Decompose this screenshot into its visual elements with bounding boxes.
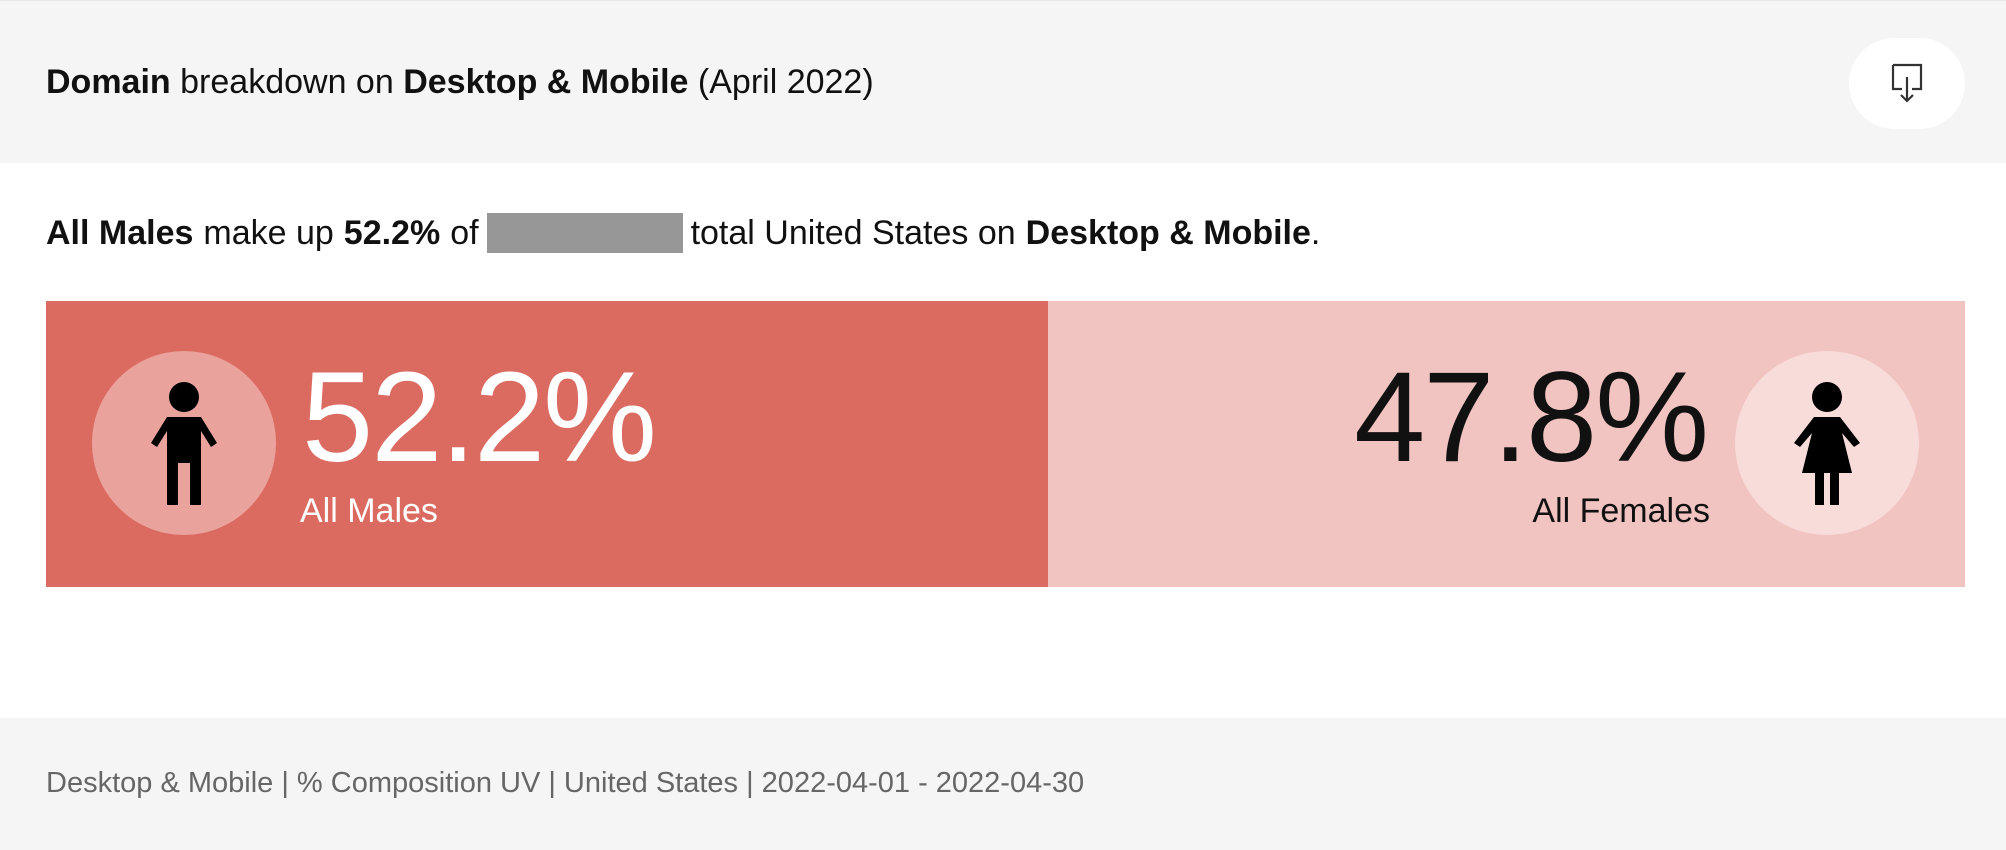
title-bold-domain: Domain xyxy=(46,63,171,101)
male-percentage: 52.2% xyxy=(302,346,657,489)
title-bold-platform: Desktop & Mobile xyxy=(403,63,689,101)
card-header: Domain breakdown on Desktop & Mobile (Ap… xyxy=(0,0,2006,163)
summary-value: 52.2% xyxy=(343,214,441,252)
card-title: Domain breakdown on Desktop & Mobile (Ap… xyxy=(46,59,874,105)
gender-split-bar: 52.2% All Males 47.8% All Females xyxy=(46,301,1965,587)
female-label: All Females xyxy=(1532,492,1710,530)
male-person-icon xyxy=(151,382,217,505)
male-icon-circle xyxy=(92,351,276,535)
female-percentage: 47.8% xyxy=(1354,346,1709,489)
summary-subject: All Males xyxy=(46,214,194,252)
bar-segment-males: 52.2% All Males xyxy=(46,301,1048,587)
download-button[interactable] xyxy=(1849,38,1965,129)
female-person-icon xyxy=(1794,382,1860,505)
male-label: All Males xyxy=(300,492,438,530)
footer-metadata: Desktop & Mobile | % Composition UV | Un… xyxy=(46,767,1085,799)
summary-of: of xyxy=(450,214,479,252)
summary-rest: total United States on xyxy=(690,214,1016,252)
redacted-block xyxy=(486,213,683,253)
summary-period: . xyxy=(1310,214,1321,252)
summary-verb: make up xyxy=(203,214,334,252)
title-period: (April 2022) xyxy=(697,63,874,101)
download-icon xyxy=(1891,63,1923,103)
card-footer: Desktop & Mobile | % Composition UV | Un… xyxy=(0,718,2006,850)
female-icon-circle xyxy=(1735,351,1919,535)
title-breakdown-on: breakdown on xyxy=(180,63,394,101)
summary-sentence: All Males make up 52.2% of total United … xyxy=(46,210,1320,256)
summary-platform: Desktop & Mobile xyxy=(1025,214,1311,252)
bar-segment-females: 47.8% All Females xyxy=(1048,301,1965,587)
